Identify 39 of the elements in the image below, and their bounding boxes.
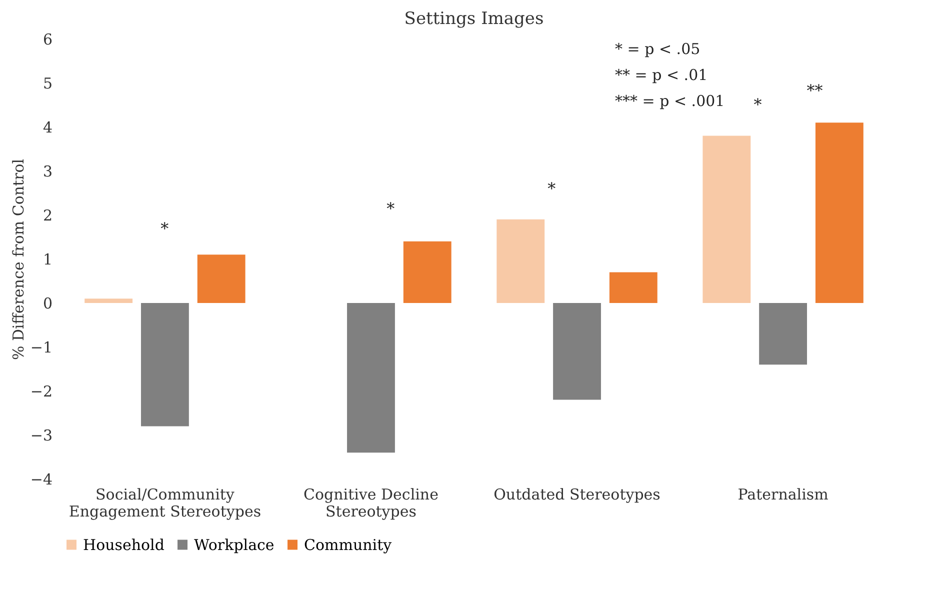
x-tick-label: Outdated Stereotypes	[494, 486, 660, 504]
annotation: *	[160, 219, 169, 238]
bar	[815, 122, 864, 303]
annotation: *** = p < .001	[615, 91, 725, 112]
x-tick-label: Social/Community Engagement Stereotypes	[68, 486, 262, 520]
y-tick-label: 5	[42, 74, 52, 92]
bar	[496, 219, 545, 303]
y-tick-label: −4	[30, 470, 52, 488]
y-tick-label: −3	[30, 426, 52, 444]
bar	[403, 241, 452, 303]
y-tick-label: 6	[42, 30, 52, 48]
annotation: ** = p < .01	[615, 65, 709, 86]
y-tick-label: −2	[30, 382, 52, 400]
bar	[609, 272, 658, 303]
x-tick-label: Cognitive Decline Stereotypes	[304, 486, 439, 520]
legend-label: Workplace	[194, 536, 274, 554]
bar	[140, 303, 189, 426]
y-tick-label: 2	[42, 206, 52, 224]
y-tick-label: 1	[42, 250, 52, 268]
bar	[347, 303, 395, 453]
bar	[553, 303, 601, 400]
chart-title: Settings Images	[404, 9, 544, 29]
y-tick-label: −1	[30, 338, 52, 356]
bar	[197, 254, 246, 303]
annotation: *	[754, 95, 762, 114]
annotation: *	[548, 179, 556, 198]
bar	[702, 136, 751, 303]
y-axis-title: % Difference from Control	[9, 158, 28, 360]
y-tick-label: 3	[42, 162, 52, 180]
bar	[84, 298, 133, 303]
y-tick-label: 4	[42, 118, 52, 136]
annotation: * = p < .05	[615, 39, 702, 60]
legend-label: Community	[304, 536, 392, 554]
annotation: *	[386, 199, 395, 218]
y-tick-label: 0	[42, 294, 52, 312]
legend-label: Household	[83, 536, 165, 554]
bar	[759, 303, 808, 365]
annotation: **	[806, 81, 823, 100]
x-tick-label: Paternalism	[738, 486, 828, 504]
